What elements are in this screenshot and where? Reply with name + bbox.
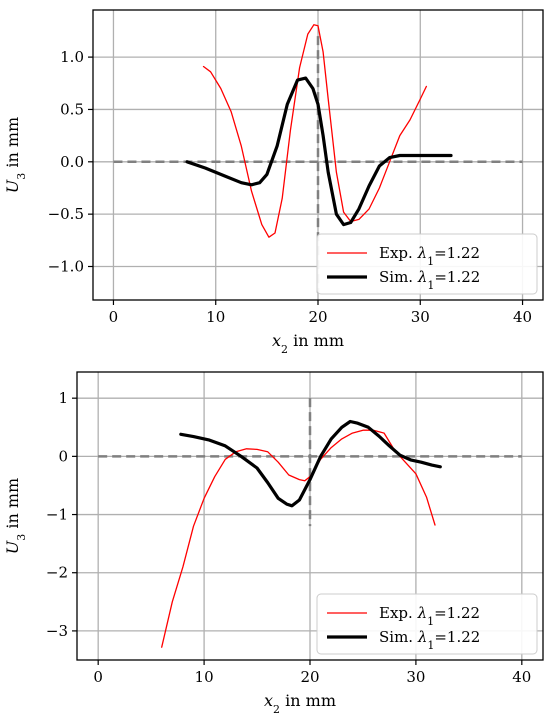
x-tick-label: 10 (206, 308, 225, 326)
series-line-exp (202, 24, 428, 238)
legend-box (316, 593, 538, 655)
series-line-sim (185, 76, 453, 227)
x-tick-label: 20 (308, 308, 327, 326)
y-tick-label: 0.5 (60, 100, 84, 118)
x-tick-label: 20 (300, 668, 319, 686)
y-tick-label: −1 (46, 506, 68, 524)
series-group (161, 419, 442, 648)
y-axis-label: U3 in mm (3, 117, 28, 193)
x-tick-label: 0 (109, 308, 119, 326)
y-tick-label: 1.0 (60, 48, 84, 66)
y-tick-label: −0.5 (48, 205, 84, 223)
x-axis-label: x2 in mm (264, 691, 336, 716)
legend-label-sim: Sim. λ1=1.22 (379, 628, 480, 652)
series-line-exp (161, 429, 436, 648)
y-tick-label: 0.0 (60, 153, 84, 171)
x-tick-label: 10 (195, 668, 214, 686)
legend-box (316, 233, 538, 295)
y-tick-label: 1 (58, 389, 68, 407)
y-axis-label: U3 in mm (3, 478, 28, 554)
x-tick-label: 30 (411, 308, 430, 326)
y-tick-label: −1.0 (48, 257, 84, 275)
y-tick-label: −3 (46, 622, 68, 640)
x-axis-label: x2 in mm (272, 331, 344, 356)
x-tick-label: 30 (406, 668, 425, 686)
y-tick-label: −2 (46, 564, 68, 582)
x-tick-label: 40 (513, 308, 532, 326)
x-tick-label: 40 (512, 668, 531, 686)
y-tick-label: 0 (58, 447, 68, 465)
chart-panel-1: 0 10 20 30 40 −1.0 −0.5 0.0 0.5 1.0 x2 in mm U3 in … (3, 9, 544, 356)
series-group (185, 24, 453, 238)
chart-panel-2: 0 10 20 30 40 −3 −2 −1 0 1 x2 in mm U3 in mm Exp. λ1… (3, 371, 544, 716)
x-tick-label: 0 (93, 668, 103, 686)
series-line-sim (179, 419, 442, 508)
legend-label-sim: Sim. λ1=1.22 (379, 268, 480, 292)
legend-label-exp: Exp. λ1=1.22 (379, 244, 480, 268)
legend-label-exp: Exp. λ1=1.22 (379, 604, 480, 628)
